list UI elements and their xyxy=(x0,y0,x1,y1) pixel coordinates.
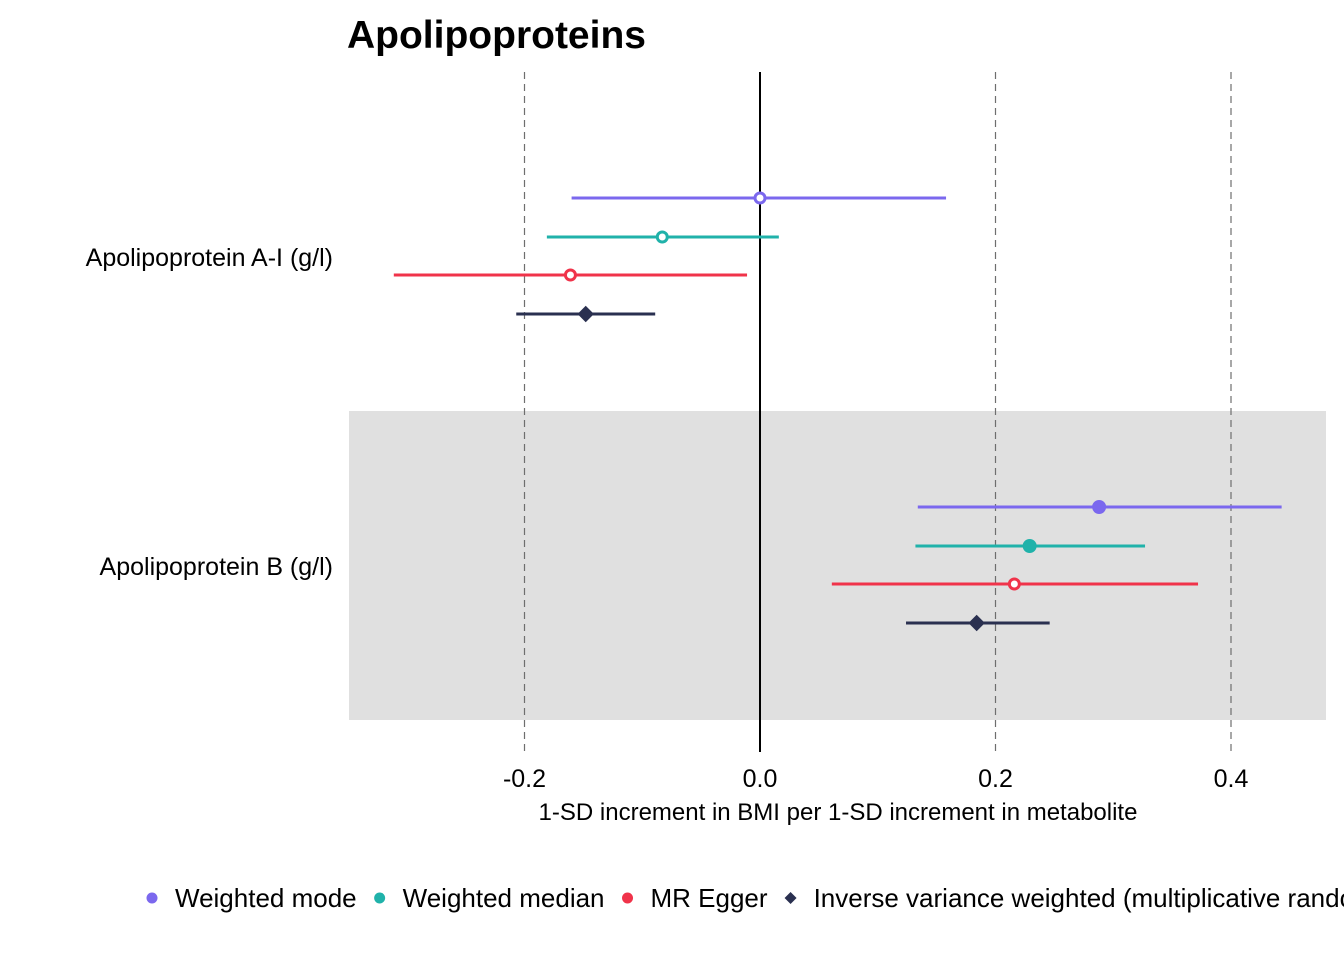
x-tick-label-3: 0.4 xyxy=(1214,765,1249,793)
grid-layer xyxy=(523,72,1232,752)
legend-key-3 xyxy=(784,892,797,904)
legend-label-0: Weighted mode xyxy=(175,883,357,913)
point-estimate-1-1 xyxy=(1022,539,1037,553)
x-axis-title: 1-SD increment in BMI per 1-SD increment… xyxy=(539,799,1138,826)
x-tick-label-1: 0.0 xyxy=(743,765,778,793)
legend-label-1: Weighted median xyxy=(403,883,605,913)
point-estimate-2-1 xyxy=(1007,577,1021,591)
point-estimate-3-0 xyxy=(577,305,594,323)
category-labels: Apolipoprotein A-I (g/l) Apolipoprotein B… xyxy=(86,244,333,581)
x-tick-label-2: 0.2 xyxy=(978,765,1013,793)
point-estimate-1-0 xyxy=(655,230,669,244)
legend-label-2: MR Egger xyxy=(651,883,768,913)
category-label-0: Apolipoprotein A-I (g/l) xyxy=(86,244,333,272)
point-estimate-2-0 xyxy=(563,268,577,282)
legend-key-1 xyxy=(374,892,386,904)
point-estimate-0-0 xyxy=(753,191,767,205)
point-estimate-0-1 xyxy=(1092,500,1107,514)
legend: Weighted mode Weighted median MR Egger Inve… xyxy=(146,883,1344,913)
x-tick-labels: -0.2 0.0 0.2 0.4 xyxy=(503,765,1249,793)
marks-layer xyxy=(393,191,1282,632)
legend-label-3: Inverse variance weighted (multiplicativ… xyxy=(814,883,1344,913)
point-estimate-3-1 xyxy=(968,614,985,632)
category-label-1: Apolipoprotein B (g/l) xyxy=(100,553,333,581)
chart-title: Apolipoproteins xyxy=(347,14,646,57)
x-tick-label-0: -0.2 xyxy=(503,765,546,793)
legend-key-2 xyxy=(622,892,634,904)
shaded-row-1 xyxy=(349,411,1326,720)
legend-key-0 xyxy=(146,892,158,904)
row-shading-layer xyxy=(349,411,1326,720)
